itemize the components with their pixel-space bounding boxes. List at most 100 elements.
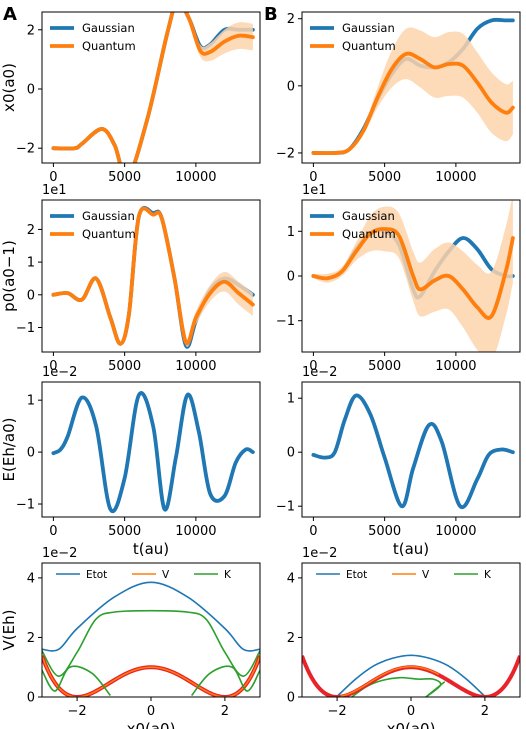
legend-entry: Etot <box>86 569 107 581</box>
series-line-etot <box>42 581 260 652</box>
chart-B_V: −2 0 2 0 2 4 1e−2 x0(a0) Etot V K <box>287 546 521 729</box>
x-tick-label: 5000 <box>368 170 401 185</box>
legend-entry: Quantum <box>342 39 396 53</box>
x-tick-label: 5000 <box>108 524 141 539</box>
plot-area <box>311 393 515 510</box>
legend: Etot V K <box>56 569 232 581</box>
y-tick-label: 0 <box>27 82 35 97</box>
legend-entry: Etot <box>346 569 367 581</box>
y-axis-label: E(Eh/a0) <box>0 418 18 482</box>
axis-multiplier: 1e−2 <box>42 546 77 561</box>
potential-curve <box>302 655 520 697</box>
y-tick-label: −1 <box>276 314 295 329</box>
plot-area <box>51 391 255 514</box>
v-curve <box>340 665 440 697</box>
x-tick-label: 0 <box>309 359 317 374</box>
y-tick-label: −1 <box>276 500 295 515</box>
x-tick-label: 10000 <box>435 359 476 374</box>
x-tick-label: −2 <box>68 704 87 719</box>
plot-area <box>302 654 520 697</box>
x-tick-label: 10000 <box>175 170 216 185</box>
x-tick-label: 0 <box>49 524 57 539</box>
chart-A_p: 0 5000 10000 −1 0 1 2 1e1 p0(a0−1) Gaussian Quantu… <box>0 183 261 374</box>
y-tick-label: 1 <box>27 394 35 409</box>
y-axis-label: V(Eh) <box>0 610 18 651</box>
y-tick-label: 0 <box>287 79 295 94</box>
legend-entry: K <box>484 569 492 581</box>
axes-frame <box>301 11 521 164</box>
y-tick-label: 1 <box>27 256 35 271</box>
axes-frame <box>301 562 521 698</box>
x-tick-label: 10000 <box>435 524 476 539</box>
quantum-uncertainty-band <box>53 12 253 163</box>
x-tick-label: 5000 <box>368 524 401 539</box>
y-tick-label: −2 <box>276 146 295 161</box>
y-tick-label: 0 <box>27 288 35 303</box>
chart-B_x: 0 5000 10000 −2 0 2 Gaussian Quantum <box>276 11 521 185</box>
axis-multiplier: 1e1 <box>42 183 67 198</box>
axis-multiplier: 1e1 <box>302 183 327 198</box>
plot-area <box>311 17 515 156</box>
chart-A_x: 0 5000 10000 −2 0 2 x0(a0) Gaussian Quantum <box>0 11 261 185</box>
legend: Etot V K <box>316 569 492 581</box>
y-tick-label: 2 <box>287 12 295 27</box>
y-tick-label: −1 <box>16 498 35 513</box>
legend-entry: V <box>422 569 430 581</box>
x-tick-label: 0 <box>309 170 317 185</box>
x-tick-label: 10000 <box>175 359 216 374</box>
y-tick-label: 2 <box>27 223 35 238</box>
y-tick-label: 0 <box>27 691 35 706</box>
plot-area <box>311 200 515 352</box>
legend-entry: K <box>224 569 232 581</box>
y-tick-label: 0 <box>27 446 35 461</box>
series-line-quantum <box>51 206 255 346</box>
legend-entry: V <box>162 569 170 581</box>
quantum-uncertainty-band <box>313 27 513 154</box>
legend: Gaussian Quantum <box>50 209 136 241</box>
x-tick-label: −2 <box>328 704 347 719</box>
v-curve <box>42 655 260 697</box>
chart-B_p: 0 5000 10000 −1 0 1 1e1 Gaussian Quantum <box>276 183 521 374</box>
panel-label-A: A <box>3 4 17 25</box>
legend-entry: Gaussian <box>82 21 135 35</box>
x-tick-label: 0 <box>147 704 155 719</box>
x-tick-label: 10000 <box>175 524 216 539</box>
axes-frame <box>41 11 261 164</box>
legend-entry: Quantum <box>342 227 396 241</box>
chart-A_V: −2 0 2 0 2 4 1e−2 V(Eh) x0(a0) Etot V K <box>0 546 261 729</box>
y-tick-label: 0 <box>287 691 295 706</box>
axis-multiplier: 1e−2 <box>42 365 77 380</box>
x-tick-label: 5000 <box>108 170 141 185</box>
x-tick-label: 0 <box>49 359 57 374</box>
k-curve-lobe <box>191 665 260 697</box>
y-tick-label: −2 <box>16 142 35 157</box>
legend: Gaussian Quantum <box>310 209 396 241</box>
x-tick-label: 5000 <box>108 359 141 374</box>
legend: Gaussian Quantum <box>50 21 136 53</box>
legend-entry: Gaussian <box>82 209 135 223</box>
axes-frame <box>41 199 261 353</box>
plot-area <box>42 581 260 697</box>
y-tick-label: −1 <box>16 321 35 336</box>
x-axis-label: x0(a0) <box>387 720 436 729</box>
chart-B_E: 0 5000 10000 −1 0 1 1e−2 t(au) <box>276 365 521 558</box>
y-axis-label: p0(a0−1) <box>0 240 18 312</box>
axes-frame <box>41 381 261 518</box>
x-tick-label: 0 <box>49 170 57 185</box>
x-tick-label: 5000 <box>368 359 401 374</box>
potential-curve <box>42 655 260 697</box>
x-axis-label: t(au) <box>133 540 169 558</box>
y-tick-label: 0 <box>287 446 295 461</box>
x-tick-label: 10000 <box>435 170 476 185</box>
x-tick-label: 2 <box>221 704 229 719</box>
series-line-field <box>311 393 515 510</box>
plot-area <box>51 205 255 349</box>
legend-entry: Gaussian <box>342 209 395 223</box>
y-axis-label: x0(a0) <box>0 63 18 112</box>
y-tick-label: 4 <box>287 571 295 586</box>
legend: Gaussian Quantum <box>310 21 396 53</box>
legend-entry: Quantum <box>82 39 136 53</box>
k-curve-lobe <box>42 665 111 697</box>
x-tick-label: 0 <box>309 524 317 539</box>
x-tick-label: 0 <box>407 704 415 719</box>
